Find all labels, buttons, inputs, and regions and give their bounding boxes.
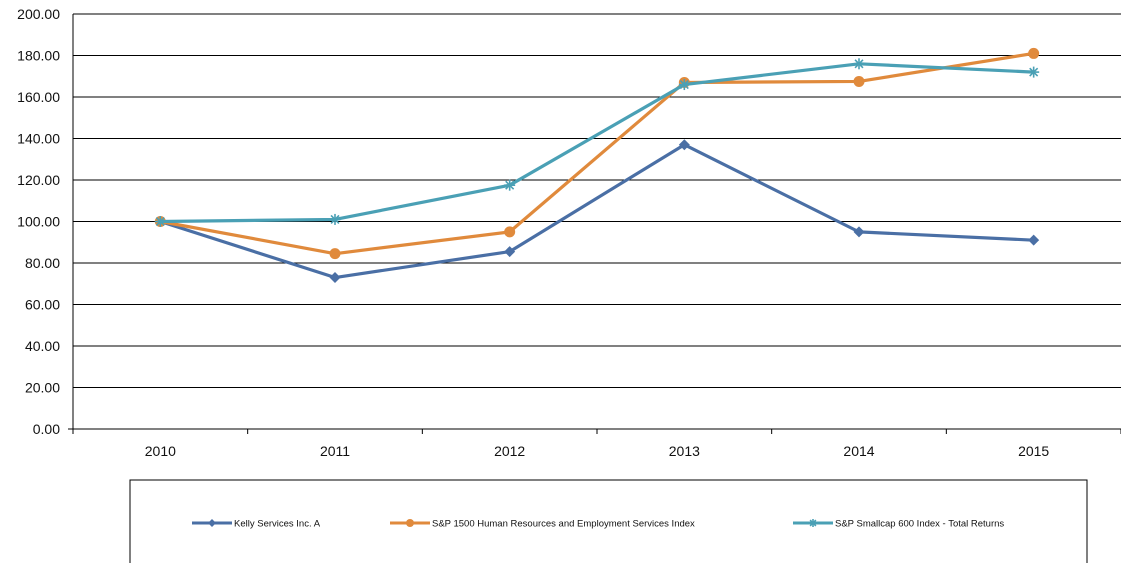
series-line: [160, 51, 1034, 256]
data-point: [1028, 66, 1040, 78]
series-1: [154, 139, 1040, 284]
y-tick-label: 0.00: [33, 421, 60, 437]
y-tick-label: 60.00: [25, 297, 60, 313]
asterisk-stroke: [1029, 67, 1039, 77]
legend-entry: S&P 1500 Human Resources and Employment …: [390, 519, 695, 530]
x-tick-label: 2013: [669, 443, 700, 459]
asterisk-stroke: [505, 180, 515, 190]
x-tick-label: 2015: [1018, 443, 1049, 459]
axes: [68, 14, 1121, 434]
legend-label: Kelly Services Inc. A: [234, 519, 321, 530]
series-line: [159, 143, 1034, 280]
data-point: [329, 213, 341, 225]
y-tick-label: 160.00: [17, 89, 60, 105]
y-tick-label: 200.00: [17, 6, 60, 22]
x-axis-tick-labels: 2010 2011 2012 2013 2014 2015: [145, 443, 1050, 459]
x-tick-label: 2014: [843, 443, 874, 459]
asterisk-stroke: [809, 519, 817, 527]
legend: Kelly Services Inc. A S&P 1500 Human Reso…: [129, 479, 1088, 563]
data-point: [504, 226, 516, 238]
data-point: [504, 179, 516, 191]
y-tick-label: 180.00: [17, 48, 60, 64]
asterisk-stroke: [854, 59, 864, 69]
data-point: [504, 246, 516, 258]
data-point: [853, 226, 865, 238]
legend-label: S&P 1500 Human Resources and Employment …: [432, 519, 695, 530]
legend-swatch-marker: [809, 519, 817, 527]
asterisk-stroke: [330, 214, 340, 224]
y-tick-label: 100.00: [17, 214, 60, 230]
series-3: [154, 58, 1040, 227]
legend-label: S&P Smallcap 600 Index - Total Returns: [835, 519, 1004, 530]
legend-swatch-marker: [208, 519, 216, 527]
data-point: [678, 139, 690, 151]
data-point: [853, 58, 865, 70]
data-point: [329, 248, 341, 260]
y-tick-label: 40.00: [25, 338, 60, 354]
legend-entry: Kelly Services Inc. A: [192, 519, 321, 530]
data-point: [678, 79, 690, 91]
x-tick-label: 2010: [145, 443, 176, 459]
y-axis-tick-labels: 0.00 20.00 40.00 60.00 80.00 100.00 120.00 140.…: [17, 6, 60, 437]
legend-swatch-marker: [406, 519, 414, 527]
asterisk-stroke: [155, 216, 165, 227]
y-tick-label: 120.00: [17, 172, 60, 188]
asterisk-stroke: [679, 80, 689, 90]
series-line: [160, 62, 1034, 224]
gridlines: [73, 13, 1121, 388]
data-point: [1028, 234, 1040, 246]
data-point: [1028, 47, 1040, 59]
data-point: [154, 216, 166, 227]
y-tick-label: 80.00: [25, 255, 60, 271]
x-tick-label: 2012: [494, 443, 525, 459]
data-point: [853, 75, 865, 87]
series-group: [154, 47, 1040, 284]
y-tick-label: 140.00: [17, 131, 60, 147]
series-2: [154, 47, 1040, 260]
legend-entry: S&P Smallcap 600 Index - Total Returns: [793, 519, 1004, 530]
x-tick-label: 2011: [320, 443, 350, 459]
legend-box: [129, 479, 1088, 563]
data-point: [329, 272, 341, 284]
y-tick-label: 20.00: [25, 380, 60, 396]
